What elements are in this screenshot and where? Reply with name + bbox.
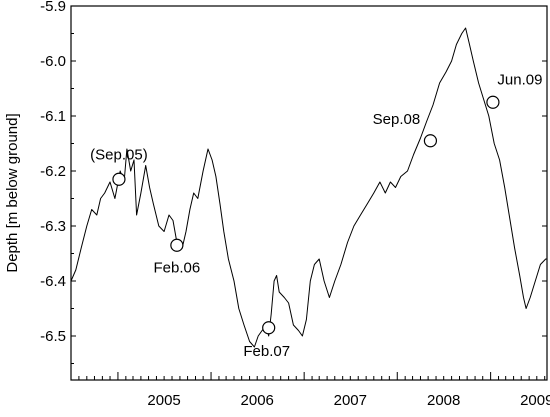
annotation-marker <box>112 172 126 186</box>
x-tick-label: 2008 <box>427 392 460 409</box>
y-tick-label: -6.3 <box>40 218 66 235</box>
annotation-marker <box>423 134 438 148</box>
series-line <box>70 27 547 348</box>
y-tick-label: -5.9 <box>40 0 66 15</box>
annotation-label: Jun.09 <box>497 71 542 88</box>
annotation-marker <box>486 95 500 109</box>
annotation-marker <box>170 238 184 252</box>
y-tick-label: -6.5 <box>40 328 66 345</box>
annotation-marker <box>262 321 276 335</box>
annotation-label: Feb.06 <box>154 259 201 276</box>
plot-frame <box>70 5 548 381</box>
x-tick-label: 2009 <box>520 392 550 409</box>
y-tick-label: -6.0 <box>40 53 66 70</box>
annotations: (Sep.05) Feb.06 Feb.07 Sep.08 Jun.09 <box>90 71 542 360</box>
annotation-label: Sep.08 <box>373 111 421 128</box>
x-tick-label: 2005 <box>147 392 180 409</box>
x-tick-label: 2007 <box>334 392 367 409</box>
y-axis-label: Depth [m below ground] <box>4 113 21 272</box>
y-tick-label: -6.4 <box>40 273 66 290</box>
annotation-label: (Sep.05) <box>90 146 148 163</box>
x-tick-label: 2006 <box>241 392 274 409</box>
axes: -5.9 -6.0 -6.1 -6.2 -6.3 -6.4 -6.5 2005 2006 2007… <box>40 0 550 409</box>
y-tick-label: -6.1 <box>40 108 66 125</box>
series-layer <box>70 27 547 348</box>
annotation-label: Feb.07 <box>243 343 290 360</box>
y-tick-label: -6.2 <box>40 163 66 180</box>
